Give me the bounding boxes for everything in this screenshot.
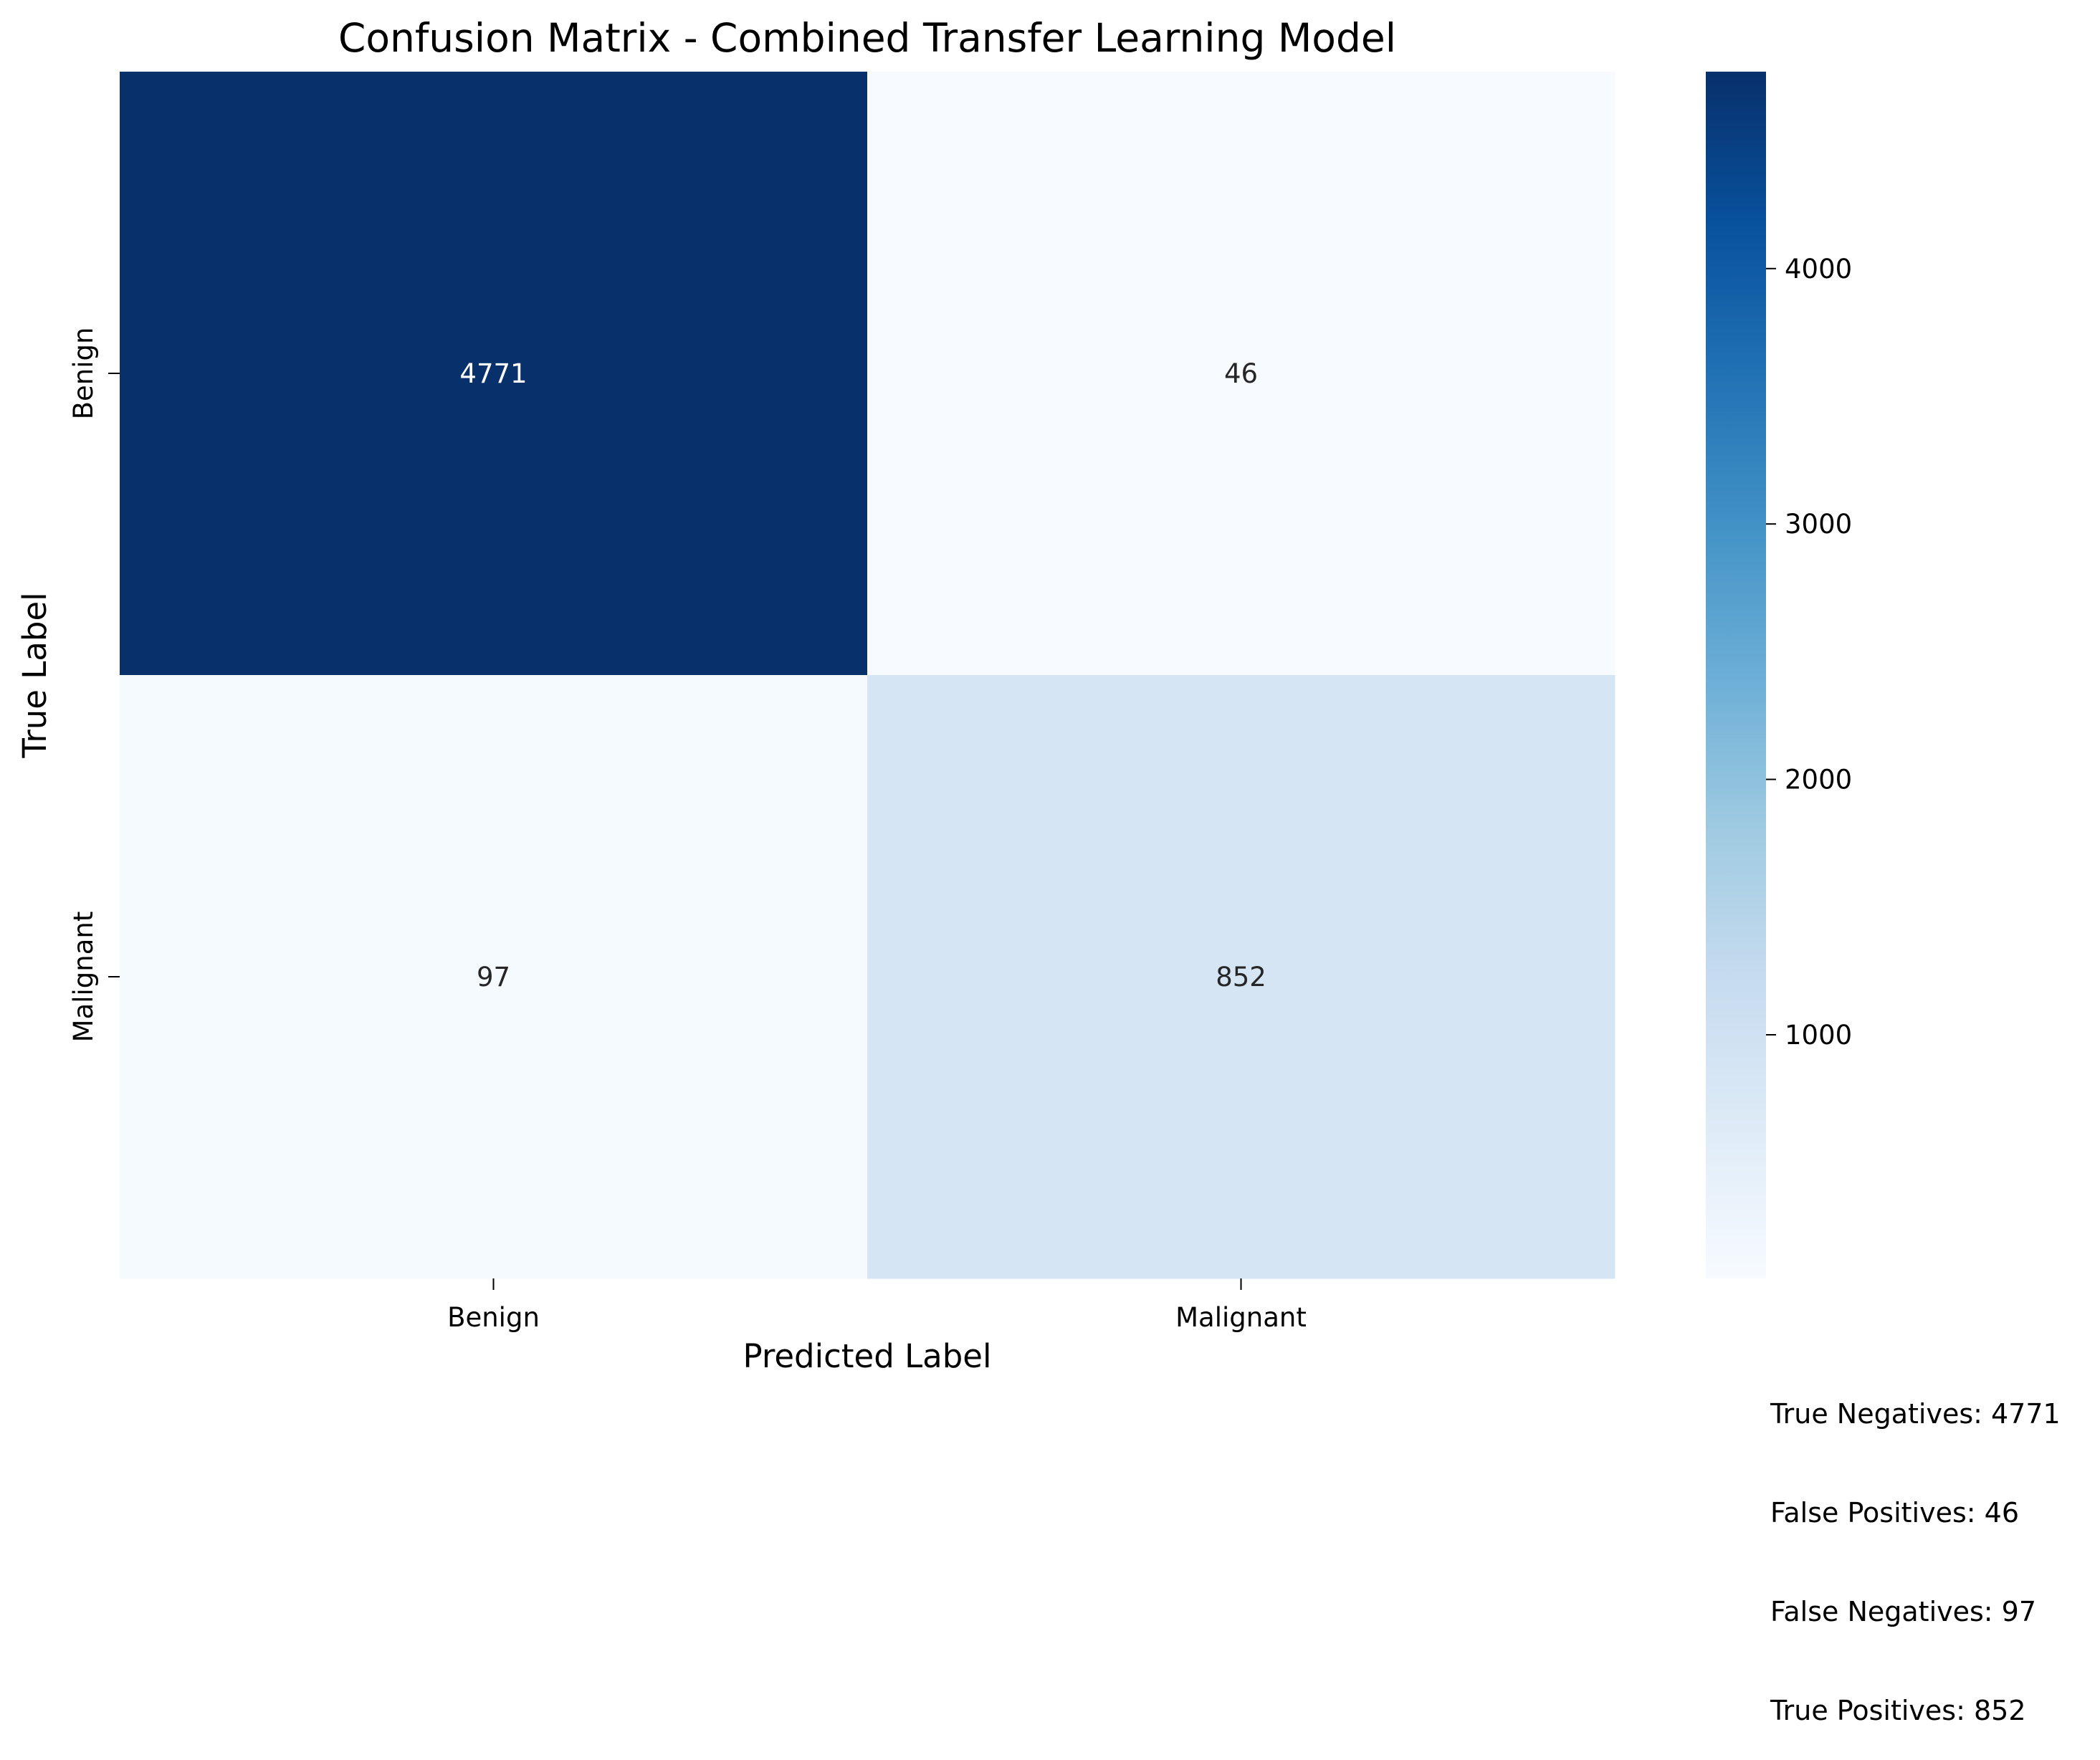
chart-title: Confusion Matrix - Combined Transfer Lea…	[338, 15, 1396, 61]
x-axis-label: Predicted Label	[743, 1337, 992, 1375]
colorbar-tick-label: 3000	[1785, 509, 1852, 540]
cell-value-label: 97	[477, 962, 510, 993]
stat-false-positives: False Positives: 46	[1770, 1497, 2019, 1529]
heatmap-cell	[120, 72, 868, 676]
y-axis-label: True Label	[16, 592, 54, 758]
y-tick-label: Benign	[68, 327, 99, 420]
colorbar-tick-label: 1000	[1785, 1020, 1852, 1051]
stat-true-positives: True Positives: 852	[1770, 1695, 2026, 1726]
heatmap-cell	[120, 675, 868, 1279]
x-tick-label: Benign	[447, 1302, 540, 1333]
y-tick-label: Malignant	[68, 912, 99, 1043]
cell-value-label: 46	[1224, 358, 1258, 389]
chart-canvas: Confusion Matrix - Combined Transfer Lea…	[16, 15, 1852, 1375]
metrics-summary: True Negatives: 4771 False Positives: 46…	[1770, 1331, 2061, 1760]
stat-false-negatives: False Negatives: 97	[1770, 1596, 2037, 1627]
x-tick-label: Malignant	[1175, 1302, 1307, 1333]
colorbar-tick-label: 2000	[1785, 765, 1852, 795]
cell-value-label: 4771	[459, 358, 527, 389]
heatmap-cell	[867, 72, 1615, 676]
cell-value-label: 852	[1216, 962, 1266, 993]
heatmap-cell	[867, 675, 1615, 1279]
stat-true-negatives: True Negatives: 4771	[1770, 1398, 2061, 1430]
colorbar-tick-label: 4000	[1785, 254, 1852, 284]
colorbar	[1706, 72, 1766, 1278]
confusion-matrix-chart: Confusion Matrix - Combined Transfer Lea…	[16, 15, 1852, 1375]
